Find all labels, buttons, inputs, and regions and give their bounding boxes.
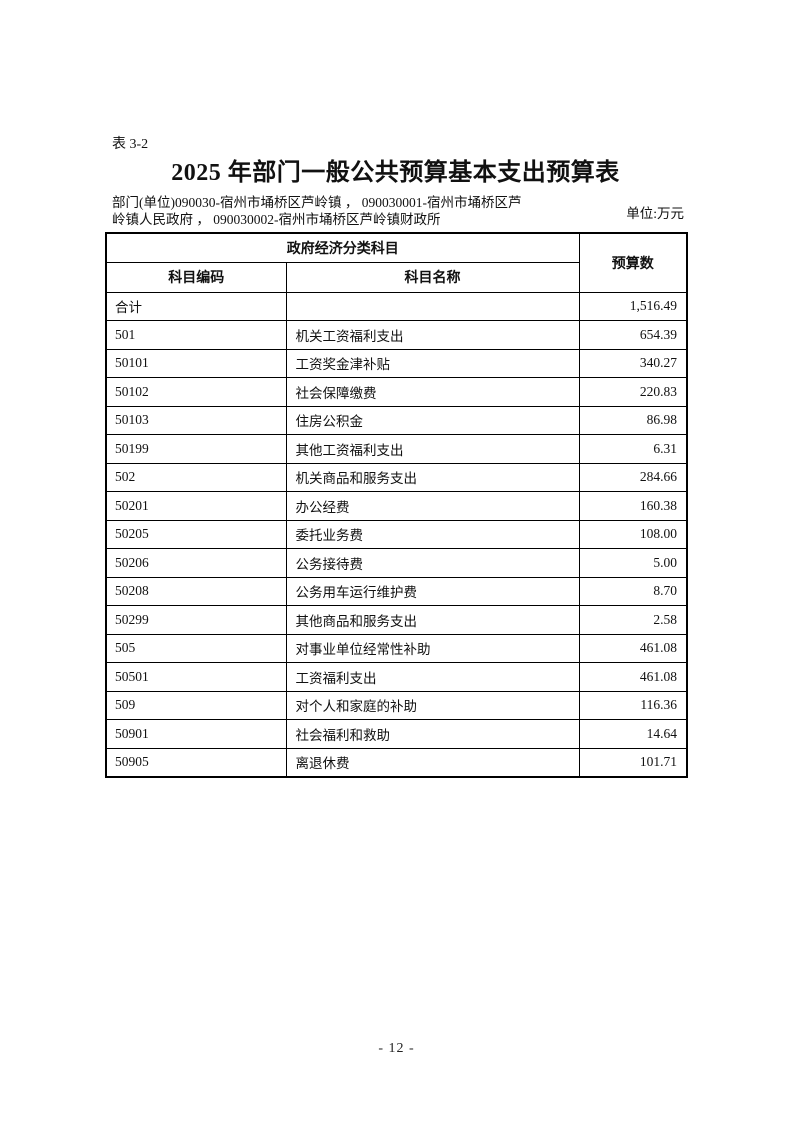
table-row: 合计 1,516.49	[105, 291, 688, 321]
row-name: 工资奖金津补贴	[285, 348, 580, 378]
row-code: 501	[105, 320, 287, 350]
row-value: 8.70	[578, 576, 688, 606]
row-name: 社会福利和救助	[285, 719, 580, 749]
row-code: 50205	[105, 519, 287, 549]
table-row: 505 对事业单位经常性补助 461.08	[105, 633, 688, 663]
header-name-cell: 科目名称	[285, 261, 580, 293]
row-code: 合计	[105, 291, 287, 321]
table-row: 50205 委托业务费 108.00	[105, 519, 688, 549]
page-content: 表 3-2 2025 年部门一般公共预算基本支出预算表 部门(单位)090030…	[105, 137, 688, 778]
row-code: 509	[105, 690, 287, 720]
table-label: 表 3-2	[112, 137, 149, 152]
table-row: 50201 办公经费 160.38	[105, 491, 688, 521]
row-value: 461.08	[578, 662, 688, 692]
row-name: 机关商品和服务支出	[285, 462, 580, 492]
row-code: 50901	[105, 719, 287, 749]
row-value: 340.27	[578, 348, 688, 378]
row-name: 社会保障缴费	[285, 377, 580, 407]
row-name: 机关工资福利支出	[285, 320, 580, 350]
table-row: 50501 工资福利支出 461.08	[105, 662, 688, 692]
row-code: 502	[105, 462, 287, 492]
row-value: 14.64	[578, 719, 688, 749]
budget-table: 政府经济分类科目 预算数 科目编码 科目名称 合计 1,516.49 501 机关工资…	[105, 232, 688, 778]
row-name: 公务接待费	[285, 548, 580, 578]
row-value: 116.36	[578, 690, 688, 720]
row-name: 离退休费	[285, 747, 580, 777]
row-value: 101.71	[578, 747, 688, 777]
table-row: 50299 其他商品和服务支出 2.58	[105, 605, 688, 635]
table-row: 50101 工资奖金津补贴 340.27	[105, 348, 688, 378]
row-code: 50201	[105, 491, 287, 521]
row-code: 50299	[105, 605, 287, 635]
table-row: 501 机关工资福利支出 654.39	[105, 320, 688, 350]
row-name: 住房公积金	[285, 405, 580, 435]
row-value: 5.00	[578, 548, 688, 578]
row-code: 50501	[105, 662, 287, 692]
row-code: 50101	[105, 348, 287, 378]
table-row: 502 机关商品和服务支出 284.66	[105, 462, 688, 492]
department-line-1: 部门(单位)090030-宿州市埇桥区芦岭镇 ， 090030001-宿州市埇桥…	[112, 195, 522, 210]
row-name: 公务用车运行维护费	[285, 576, 580, 606]
row-code: 505	[105, 633, 287, 663]
table-row: 50905 离退休费 101.71	[105, 747, 688, 777]
unit-label: 单位:万元	[626, 205, 684, 221]
row-code: 50199	[105, 434, 287, 464]
table-row: 50901 社会福利和救助 14.64	[105, 719, 688, 749]
row-name: 其他工资福利支出	[285, 434, 580, 464]
table-row: 50206 公务接待费 5.00	[105, 548, 688, 578]
row-code: 50206	[105, 548, 287, 578]
row-code: 50102	[105, 377, 287, 407]
row-value: 6.31	[578, 434, 688, 464]
row-value: 654.39	[578, 320, 688, 350]
row-value: 160.38	[578, 491, 688, 521]
row-value: 220.83	[578, 377, 688, 407]
row-name: 工资福利支出	[285, 662, 580, 692]
row-value: 108.00	[578, 519, 688, 549]
table-row: 509 对个人和家庭的补助 116.36	[105, 690, 688, 720]
department-info: 部门(单位)090030-宿州市埇桥区芦岭镇 ， 090030001-宿州市埇桥…	[105, 195, 620, 228]
row-name	[285, 291, 580, 321]
table-row: 50103 住房公积金 86.98	[105, 405, 688, 435]
row-value: 2.58	[578, 605, 688, 635]
row-name: 对个人和家庭的补助	[285, 690, 580, 720]
row-value: 1,516.49	[578, 291, 688, 321]
header-group-cell: 政府经济分类科目	[105, 232, 580, 263]
row-value: 86.98	[578, 405, 688, 435]
page-title: 2025 年部门一般公共预算基本支出预算表	[171, 160, 620, 186]
row-code: 50208	[105, 576, 287, 606]
page-number: - 12 -	[378, 1041, 415, 1056]
row-name: 委托业务费	[285, 519, 580, 549]
table-row: 50199 其他工资福利支出 6.31	[105, 434, 688, 464]
row-name: 其他商品和服务支出	[285, 605, 580, 635]
row-code: 50103	[105, 405, 287, 435]
row-code: 50905	[105, 747, 287, 777]
row-value: 284.66	[578, 462, 688, 492]
row-value: 461.08	[578, 633, 688, 663]
table-row: 50208 公务用车运行维护费 8.70	[105, 576, 688, 606]
budget-table-head: 政府经济分类科目 预算数 科目编码 科目名称	[105, 232, 688, 293]
meta-row: 部门(单位)090030-宿州市埇桥区芦岭镇 ， 090030001-宿州市埇桥…	[105, 195, 686, 228]
table-row: 50102 社会保障缴费 220.83	[105, 377, 688, 407]
budget-table-body: 合计 1,516.49 501 机关工资福利支出 654.39 50101 工资奖金津补贴 3…	[105, 291, 688, 777]
row-name: 对事业单位经常性补助	[285, 633, 580, 663]
department-line-2: 岭镇人民政府 ， 090030002-宿州市埇桥区芦岭镇财政所	[112, 211, 441, 227]
header-code-cell: 科目编码	[105, 261, 287, 293]
row-name: 办公经费	[285, 491, 580, 521]
header-budget-cell: 预算数	[578, 232, 688, 293]
